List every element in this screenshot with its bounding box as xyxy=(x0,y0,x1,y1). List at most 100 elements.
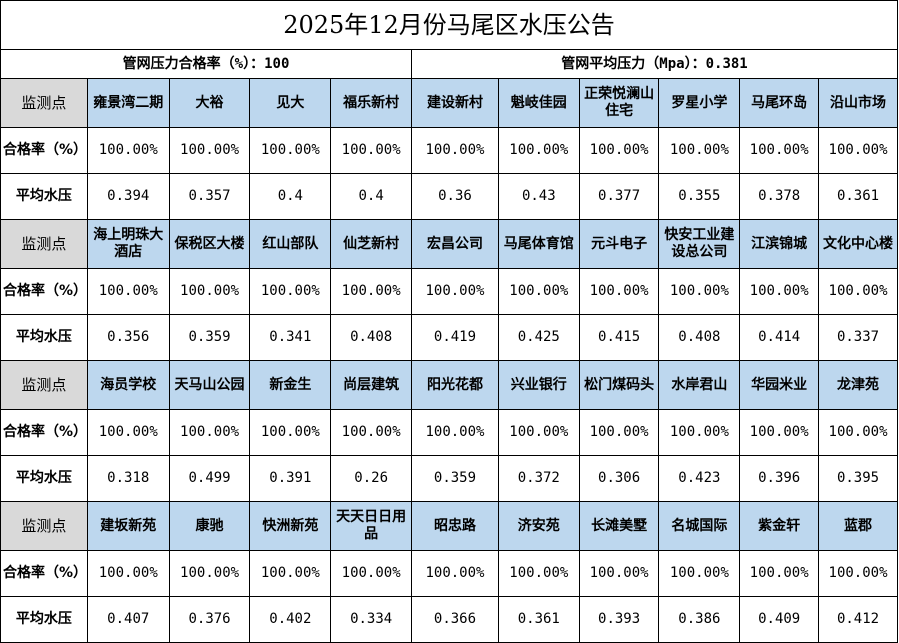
site-label: 监测点 xyxy=(0,360,88,410)
pressure-value-cell: 0.366 xyxy=(411,596,499,643)
pressure-value-cell: 0.408 xyxy=(658,314,741,361)
rate-value-cell: 100.00% xyxy=(168,268,251,315)
pressure-value-cell: 0.499 xyxy=(168,455,251,502)
rate-value-cell: 100.00% xyxy=(86,550,170,597)
pressure-value-cell: 0.334 xyxy=(330,596,413,643)
site-label: 监测点 xyxy=(0,219,88,269)
rate-value-cell: 100.00% xyxy=(818,127,898,174)
rate-value-cell: 100.00% xyxy=(818,268,898,315)
site-name-cell: 长滩美墅 xyxy=(578,501,660,551)
rate-value-cell: 100.00% xyxy=(249,268,332,315)
pressure-value-cell: 0.359 xyxy=(411,455,499,502)
rate-value-cell: 100.00% xyxy=(168,550,251,597)
rate-value-cell: 100.00% xyxy=(739,268,820,315)
rate-value-cell: 100.00% xyxy=(497,409,580,456)
pressure-value-cell: 0.372 xyxy=(497,455,580,502)
pressure-value-cell: 0.393 xyxy=(578,596,660,643)
site-name-cell: 建坂新苑 xyxy=(86,501,170,551)
site-name-cell: 水岸君山 xyxy=(658,360,741,410)
pressure-value-cell: 0.407 xyxy=(86,596,170,643)
site-name-cell: 元斗电子 xyxy=(578,219,660,269)
avg-pressure-row: 平均水压 0.407 0.376 0.402 0.334 0.366 0.361 0.393 0… xyxy=(0,596,898,643)
site-name-cell: 马尾体育馆 xyxy=(497,219,580,269)
qualified-rate-row: 合格率（%） 100.00% 100.00% 100.00% 100.00% 100.00… xyxy=(0,550,898,597)
site-name-cell: 兴业银行 xyxy=(497,360,580,410)
rate-value-cell: 100.00% xyxy=(330,127,413,174)
qualified-rate-summary: 管网压力合格率（%）：100 xyxy=(0,49,413,79)
rate-value-cell: 100.00% xyxy=(658,268,741,315)
rate-value-cell: 100.00% xyxy=(658,550,741,597)
site-label: 监测点 xyxy=(0,501,88,551)
pressure-value-cell: 0.396 xyxy=(739,455,820,502)
pressure-value-cell: 0.318 xyxy=(86,455,170,502)
pressure-value-cell: 0.415 xyxy=(578,314,660,361)
rate-value-cell: 100.00% xyxy=(411,409,499,456)
rate-value-cell: 100.00% xyxy=(330,550,413,597)
pressure-label: 平均水压 xyxy=(0,314,88,361)
pressure-value-cell: 0.359 xyxy=(168,314,251,361)
pressure-value-cell: 0.377 xyxy=(578,173,660,220)
rate-value-cell: 100.00% xyxy=(330,409,413,456)
avg-pressure-row: 平均水压 0.394 0.357 0.4 0.4 0.36 0.43 0.377 0.355 0.… xyxy=(0,173,898,220)
site-name-cell: 海员学校 xyxy=(86,360,170,410)
avg-pressure-summary: 管网平均压力（Mpa）：0.381 xyxy=(411,49,898,79)
rate-value-cell: 100.00% xyxy=(168,409,251,456)
pressure-value-cell: 0.409 xyxy=(739,596,820,643)
site-name-cell: 华园米业 xyxy=(739,360,820,410)
site-label: 监测点 xyxy=(0,78,88,128)
avg-pressure-row: 平均水压 0.356 0.359 0.341 0.408 0.419 0.425 0.415 0… xyxy=(0,314,898,361)
rate-value-cell: 100.00% xyxy=(578,268,660,315)
site-name-row: 监测点 雍景湾二期 大裕 见大 福乐新村 建设新村 魁岐佳园 正荣悦澜山住宅 罗星小学 马尾环岛沿… xyxy=(0,78,898,128)
site-name-cell: 雍景湾二期 xyxy=(86,78,170,128)
pressure-label: 平均水压 xyxy=(0,173,88,220)
pressure-value-cell: 0.423 xyxy=(658,455,741,502)
site-name-cell: 尚层建筑 xyxy=(330,360,413,410)
rate-label: 合格率（%） xyxy=(0,268,88,315)
title-row: 2025年12月份马尾区水压公告 xyxy=(0,0,898,50)
site-name-cell: 宏昌公司 xyxy=(411,219,499,269)
site-name-cell: 海上明珠大酒店 xyxy=(86,219,170,269)
rate-value-cell: 100.00% xyxy=(578,409,660,456)
rate-value-cell: 100.00% xyxy=(818,550,898,597)
rate-value-cell: 100.00% xyxy=(249,550,332,597)
site-name-row: 监测点 海上明珠大酒店 保税区大楼 红山部队 仙芝新村 宏昌公司 马尾体育馆 元斗电子 快安工业… xyxy=(0,219,898,269)
site-name-cell: 建设新村 xyxy=(411,78,499,128)
site-name-cell: 阳光花都 xyxy=(411,360,499,410)
pressure-value-cell: 0.394 xyxy=(86,173,170,220)
pressure-value-cell: 0.356 xyxy=(86,314,170,361)
site-name-cell: 名城国际 xyxy=(658,501,741,551)
site-name-cell: 红山部队 xyxy=(249,219,332,269)
pressure-value-cell: 0.395 xyxy=(818,455,898,502)
site-name-row: 监测点 海员学校 天马山公园 新金生 尚层建筑 阳光花都 兴业银行 松门煤码头 水岸君山 华园米业… xyxy=(0,360,898,410)
site-name-cell: 济安苑 xyxy=(497,501,580,551)
site-name-cell: 松门煤码头 xyxy=(578,360,660,410)
rate-value-cell: 100.00% xyxy=(658,409,741,456)
site-name-cell: 康驰 xyxy=(168,501,251,551)
pressure-value-cell: 0.386 xyxy=(658,596,741,643)
pressure-value-cell: 0.355 xyxy=(658,173,741,220)
rate-value-cell: 100.00% xyxy=(739,409,820,456)
pressure-value-cell: 0.4 xyxy=(330,173,413,220)
avg-pressure-row: 平均水压 0.318 0.499 0.391 0.26 0.359 0.372 0.306 0.… xyxy=(0,455,898,502)
pressure-value-cell: 0.361 xyxy=(818,173,898,220)
pressure-value-cell: 0.337 xyxy=(818,314,898,361)
pressure-label: 平均水压 xyxy=(0,596,88,643)
pressure-value-cell: 0.408 xyxy=(330,314,413,361)
pressure-value-cell: 0.306 xyxy=(578,455,660,502)
rate-value-cell: 100.00% xyxy=(818,409,898,456)
site-name-cell: 龙津苑 xyxy=(818,360,898,410)
site-name-cell: 文化中心楼 xyxy=(818,219,898,269)
pressure-value-cell: 0.419 xyxy=(411,314,499,361)
rate-value-cell: 100.00% xyxy=(497,268,580,315)
qualified-rate-row: 合格率（%） 100.00% 100.00% 100.00% 100.00% 100.00… xyxy=(0,409,898,456)
pressure-value-cell: 0.414 xyxy=(739,314,820,361)
pressure-value-cell: 0.43 xyxy=(497,173,580,220)
pressure-value-cell: 0.391 xyxy=(249,455,332,502)
site-name-cell: 江滨锦城 xyxy=(739,219,820,269)
site-name-cell: 福乐新村 xyxy=(330,78,413,128)
site-name-cell: 大裕 xyxy=(168,78,251,128)
site-name-cell: 蓝郡 xyxy=(818,501,898,551)
pressure-value-cell: 0.357 xyxy=(168,173,251,220)
rate-value-cell: 100.00% xyxy=(330,268,413,315)
pressure-value-cell: 0.26 xyxy=(330,455,413,502)
